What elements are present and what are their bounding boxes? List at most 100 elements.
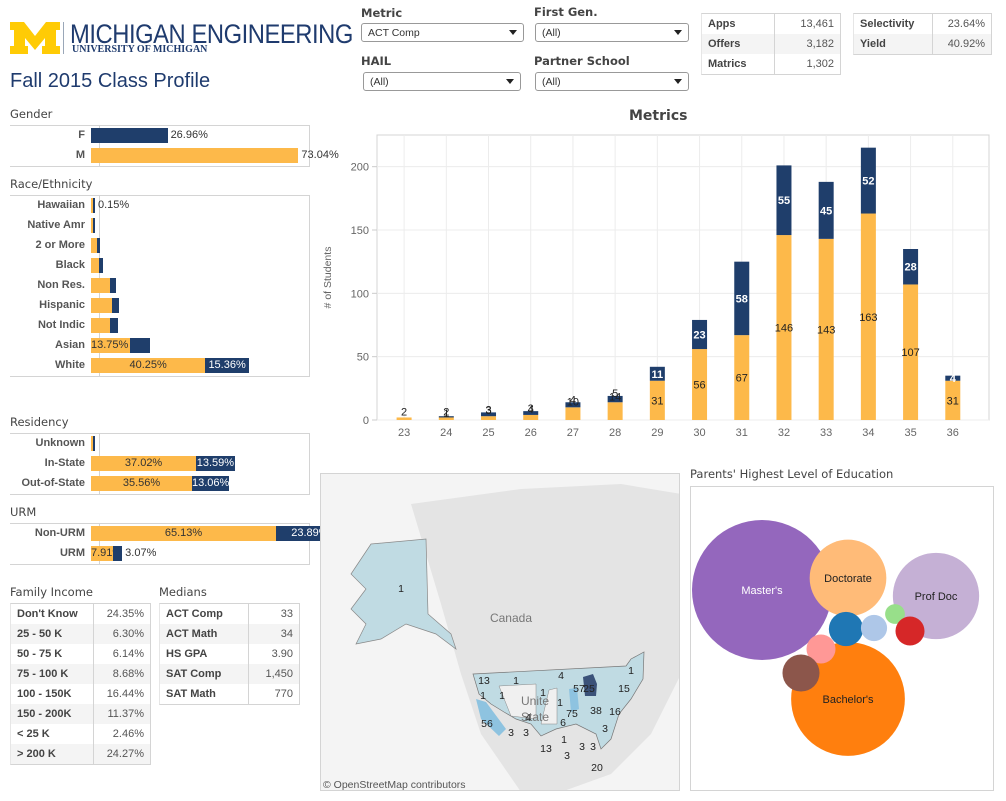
bar-yellow bbox=[565, 407, 581, 420]
race-bar-yellow bbox=[91, 278, 111, 293]
state-value-label: 13 bbox=[540, 743, 552, 755]
race-bar-yellow bbox=[91, 238, 97, 253]
state-value-label: 56 bbox=[481, 718, 493, 730]
state-value-label: 1 bbox=[561, 734, 567, 746]
urm-bar-navy bbox=[113, 546, 123, 561]
bar-navy bbox=[945, 375, 961, 381]
bubble-masters[interactable] bbox=[692, 520, 832, 660]
y-tick-label: 50 bbox=[357, 352, 369, 364]
x-tick-label: 29 bbox=[651, 427, 663, 439]
x-tick-label: 24 bbox=[440, 427, 452, 439]
bar-yellow bbox=[945, 380, 961, 420]
first-gen-filter-select[interactable]: (All) bbox=[535, 23, 689, 42]
bubble-unlabeled[interactable] bbox=[885, 604, 905, 624]
bubble-bachelors[interactable] bbox=[791, 642, 905, 756]
ratio-value: 23.64% bbox=[947, 18, 985, 30]
race-bar-navy bbox=[93, 218, 95, 233]
bubble-unlabeled[interactable] bbox=[828, 611, 864, 647]
state-value-label: 1 bbox=[557, 697, 563, 709]
alaska-shape bbox=[350, 538, 457, 650]
race-bar-navy bbox=[98, 258, 104, 273]
education-bubble-chart: Master's Bachelor's Doctorate Prof Doc bbox=[690, 486, 994, 791]
y-tick-label: 0 bbox=[363, 415, 369, 427]
block-m-logo bbox=[10, 22, 60, 54]
bar-value-navy: 4 bbox=[570, 394, 576, 406]
bar-value-navy: 23 bbox=[693, 330, 705, 342]
first-gen-filter-label: First Gen. bbox=[534, 5, 598, 19]
state-value-label: 38 bbox=[590, 705, 602, 717]
brand-title: MICHIGAN ENGINEERING bbox=[70, 19, 353, 49]
bar-yellow bbox=[776, 235, 792, 420]
race-label: Native Amr bbox=[27, 219, 85, 231]
state-value-label: 4 bbox=[525, 712, 531, 724]
residency-row: In-State 37.02% 13.59% bbox=[10, 454, 309, 474]
y-tick-label: 200 bbox=[351, 162, 369, 174]
residency-bar-yellow bbox=[91, 436, 93, 451]
state-value-label: 75 bbox=[566, 708, 578, 720]
bar-navy bbox=[649, 366, 665, 381]
gender-row: M 73.04% bbox=[10, 146, 339, 166]
bar-value-yellow: 14 bbox=[609, 391, 621, 403]
map-attribution[interactable]: © OpenStreetMap contributors bbox=[323, 779, 466, 791]
race-bar-navy bbox=[93, 198, 95, 213]
income-row: > 200 K 24.27% bbox=[11, 744, 150, 764]
race-row: Non Res. bbox=[10, 276, 309, 296]
metric-filter-label: Metric bbox=[361, 6, 403, 20]
urm-bar-yellow: 7.91% bbox=[91, 546, 123, 561]
state-value-label: 16 bbox=[609, 706, 621, 718]
race-label: Not Indic bbox=[37, 319, 85, 331]
summary-label: Apps bbox=[702, 14, 775, 34]
median-value: 770 bbox=[274, 688, 293, 700]
race-bar-navy bbox=[110, 278, 116, 293]
hail-filter-select[interactable]: (All) bbox=[363, 72, 521, 91]
bar-navy bbox=[818, 181, 834, 239]
residency-label: Unknown bbox=[35, 437, 86, 449]
medians-table: ACT Comp 33 ACT Math 34 HS GPA 3.90 SAT Comp 1,… bbox=[159, 603, 300, 705]
metric-filter-select[interactable]: ACT Comp bbox=[361, 23, 524, 42]
race-row: 2 or More bbox=[10, 236, 309, 256]
residency-bar-navy bbox=[93, 436, 95, 451]
race-bar-navy: 15.36% bbox=[205, 358, 249, 373]
income-value: 16.44% bbox=[106, 688, 144, 700]
income-row: < 25 K 2.46% bbox=[11, 724, 150, 744]
ratio-row: Selectivity 23.64% bbox=[854, 14, 991, 34]
state-value-label: 3 bbox=[602, 723, 608, 735]
bar-value-navy: 5 bbox=[612, 388, 618, 400]
bubble-unlabeled[interactable] bbox=[895, 616, 925, 646]
state-value-label: 25 bbox=[583, 683, 595, 695]
bubble-doctorate[interactable] bbox=[809, 539, 887, 617]
chevron-down-icon bbox=[674, 30, 682, 35]
median-row: ACT Math 34 bbox=[160, 624, 299, 644]
state-value-label: 3 bbox=[579, 741, 585, 753]
x-tick-label: 26 bbox=[525, 427, 537, 439]
bubble-unlabeled[interactable] bbox=[782, 654, 820, 692]
median-value: 1,450 bbox=[248, 664, 299, 684]
income-label: 50 - 75 K bbox=[11, 644, 95, 664]
bar-yellow bbox=[396, 417, 412, 420]
y-tick-label: 100 bbox=[351, 288, 369, 300]
bar-value-yellow: 146 bbox=[775, 323, 793, 335]
state-value-label: 1 bbox=[628, 665, 634, 677]
chevron-down-icon bbox=[506, 79, 514, 84]
ratios-table: Selectivity 23.64% Yield 40.92% bbox=[853, 13, 992, 55]
bubble-unlabeled[interactable] bbox=[806, 634, 836, 664]
bar-value-yellow: 107 bbox=[901, 347, 919, 359]
bar-navy bbox=[523, 411, 539, 415]
bar-value-navy: 4 bbox=[950, 373, 957, 385]
family-income-title: Family Income bbox=[10, 585, 93, 599]
bubble-unlabeled[interactable] bbox=[860, 614, 888, 642]
state-value-label: 1 bbox=[513, 675, 519, 687]
race-bar-navy bbox=[96, 238, 100, 253]
bar-value-navy: 58 bbox=[736, 293, 748, 305]
partner-school-filter-select[interactable]: (All) bbox=[535, 72, 689, 91]
race-bar-yellow bbox=[91, 318, 111, 333]
income-row: 75 - 100 K 8.68% bbox=[11, 664, 150, 684]
bar-yellow bbox=[860, 213, 876, 420]
state-map[interactable]: Canada Unite State 1 13 1 1 1 1 4 57 25 1 15 1 75 38 16 56… bbox=[320, 473, 680, 791]
race-bar-yellow bbox=[91, 198, 93, 213]
chevron-down-icon bbox=[509, 30, 517, 35]
bubble-label: Doctorate bbox=[824, 573, 872, 585]
bar-value-yellow: 143 bbox=[817, 324, 835, 336]
